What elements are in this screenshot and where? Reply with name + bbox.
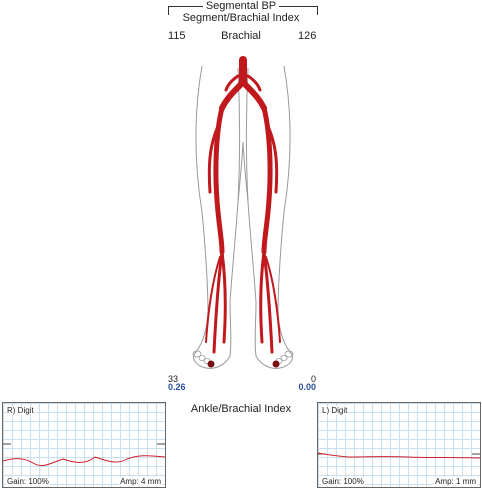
left-digit-amp: Amp: 1 mm (434, 477, 477, 486)
right-digit-panel: R) Digit Gain: 100% Amp: 4 mm (2, 402, 166, 488)
left-digit-panel: L) Digit Gain: 100% Amp: 1 mm (317, 402, 481, 488)
ankle-right-pressure: 33 (168, 374, 179, 384)
header-title: Segmental BP (0, 0, 482, 12)
left-digit-title: L) Digit (321, 406, 349, 415)
left-leg-outline (246, 65, 293, 369)
left-digit-waveform (318, 452, 480, 459)
right-digit-title: R) Digit (6, 406, 35, 415)
ankle-left-pressure: 0 (310, 374, 316, 384)
crotch-outline (237, 141, 249, 203)
right-digit-gain: Gain: 100% (6, 477, 50, 486)
right-leg-outline (193, 65, 240, 369)
ankle-left-index: 0.00 (298, 382, 316, 392)
abi-label: Ankle/Brachial Index (190, 403, 292, 415)
ankle-right-index: 0.26 (168, 382, 186, 392)
arterial-tree (205, 56, 281, 354)
brachial-left-value: 126 (298, 30, 317, 42)
brachial-right-value: 115 (168, 30, 186, 42)
left-digit-sensor (272, 360, 280, 368)
legs-arterial-diagram (192, 56, 294, 369)
brachial-label: Brachial (221, 30, 261, 42)
right-digit-waveform (3, 443, 165, 466)
right-digit-amp: Amp: 4 mm (119, 477, 162, 486)
header-subtitle: Segment/Brachial Index (182, 12, 300, 24)
right-digit-sensor (207, 360, 215, 368)
left-digit-gain: Gain: 100% (321, 477, 365, 486)
